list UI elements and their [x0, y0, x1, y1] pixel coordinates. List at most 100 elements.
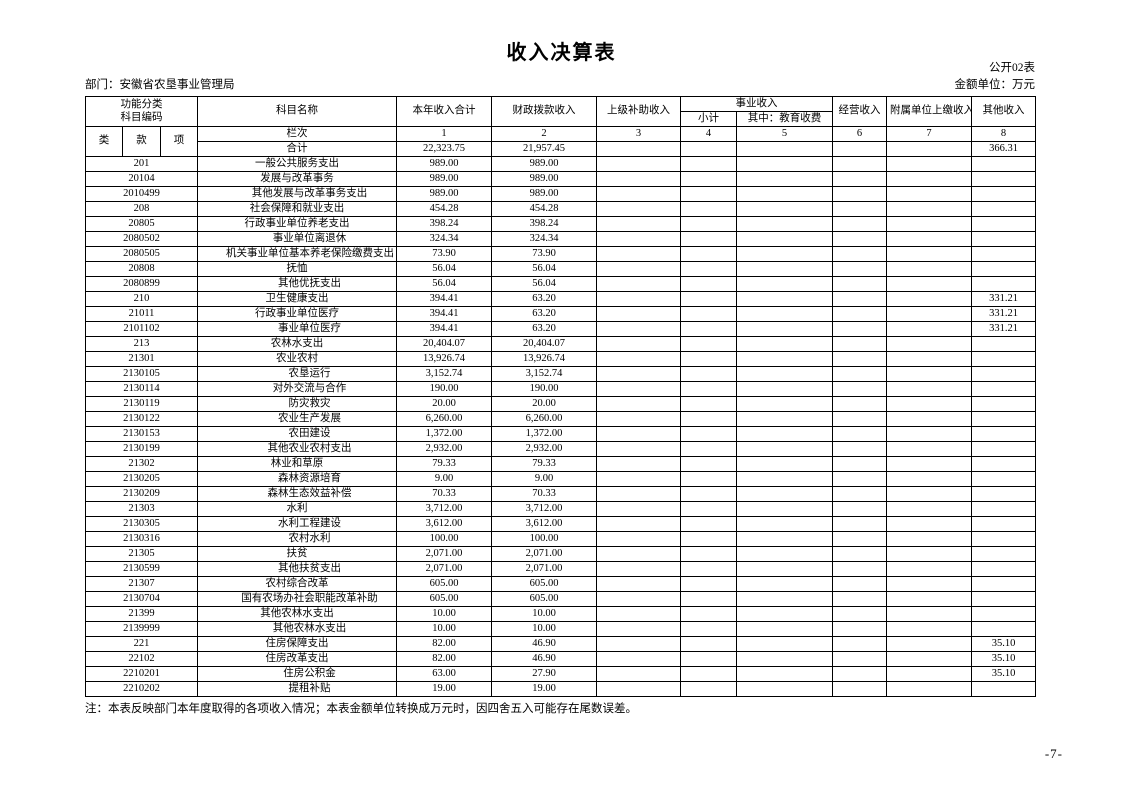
amount-cell-5	[736, 396, 834, 412]
amount-cell-2: 989.00	[491, 186, 598, 202]
amount-cell-6	[832, 411, 888, 427]
amount-cell-2: 100.00	[491, 531, 598, 547]
amount-cell-5	[736, 246, 834, 262]
table-row: 221 住房保障支出 82.00 46.90 35.10	[84, 636, 1037, 652]
table-row: 21302 林业和草原 79.33 79.33	[84, 456, 1037, 472]
header-fiscal-appropriation: 财政拨款收入	[491, 96, 598, 127]
total-amount-cell-3	[596, 141, 682, 157]
amount-cell-4	[680, 306, 738, 322]
amount-cell-3	[596, 171, 682, 187]
table-row: 2130205 森林资源培育 9.00 9.00	[84, 471, 1037, 487]
amount-cell-7	[886, 186, 973, 202]
amount-cell-4	[680, 681, 738, 697]
amount-cell-3	[596, 366, 682, 382]
subject-name-cell: 水利工程建设	[197, 516, 398, 532]
amount-cell-7	[886, 681, 973, 697]
amount-cell-3	[596, 531, 682, 547]
amount-cell-8	[971, 216, 1037, 232]
public-table-label: 公开02表	[989, 62, 1035, 74]
amount-cell-3	[596, 231, 682, 247]
header-business-income: 事业收入	[680, 96, 834, 112]
amount-cell-6	[832, 171, 888, 187]
subject-name-cell: 其他农林水支出	[197, 621, 398, 637]
amount-cell-4	[680, 171, 738, 187]
amount-cell-1: 13,926.74	[396, 351, 493, 367]
amount-cell-8	[971, 456, 1037, 472]
amount-cell-8: 35.10	[971, 651, 1037, 667]
amount-cell-7	[886, 621, 973, 637]
amount-cell-3	[596, 321, 682, 337]
table-row: 2130209 森林生态效益补偿 70.33 70.33	[84, 486, 1037, 502]
amount-cell-5	[736, 336, 834, 352]
amount-cell-3	[596, 186, 682, 202]
subject-name-cell: 行政事业单位医疗	[197, 306, 398, 322]
subject-name-cell: 农田建设	[197, 426, 398, 442]
amount-cell-8	[971, 426, 1037, 442]
amount-cell-4	[680, 261, 738, 277]
amount-cell-8	[971, 531, 1037, 547]
code-cell: 2130119	[84, 396, 199, 412]
amount-cell-4	[680, 486, 738, 502]
code-cell: 2130316	[84, 531, 199, 547]
amount-cell-1: 394.41	[396, 291, 493, 307]
amount-cell-4	[680, 366, 738, 382]
subject-name-cell: 林业和草原	[197, 456, 398, 472]
amount-cell-5	[736, 366, 834, 382]
total-amount-cell-1: 22,323.75	[396, 141, 493, 157]
code-cell: 2130305	[84, 516, 199, 532]
amount-cell-2: 9.00	[491, 471, 598, 487]
table-row: 2130199 其他农业农村支出 2,932.00 2,932.00	[84, 441, 1037, 457]
amount-cell-8: 331.21	[971, 306, 1037, 322]
header-business-subtotal: 小计	[680, 111, 738, 127]
amount-unit-label: 金额单位：万元	[954, 79, 1036, 91]
code-cell: 2080505	[84, 246, 199, 262]
table-row: 21303 水利 3,712.00 3,712.00	[84, 501, 1037, 517]
amount-cell-1: 989.00	[396, 171, 493, 187]
amount-cell-6	[832, 336, 888, 352]
table-row: 21399 其他农林水支出 10.00 10.00	[84, 606, 1037, 622]
amount-cell-3	[596, 681, 682, 697]
amount-cell-8	[971, 171, 1037, 187]
amount-cell-4	[680, 381, 738, 397]
code-cell: 221	[84, 636, 199, 652]
total-row-label: 合计	[197, 141, 398, 157]
table-row: 2130704 国有农场办社会职能改革补助 605.00 605.00	[84, 591, 1037, 607]
amount-cell-5	[736, 156, 834, 172]
subject-name-cell: 抚恤	[197, 261, 398, 277]
amount-cell-1: 454.28	[396, 201, 493, 217]
amount-cell-7	[886, 231, 973, 247]
amount-cell-8: 35.10	[971, 666, 1037, 682]
amount-cell-7	[886, 396, 973, 412]
code-cell: 2101102	[84, 321, 199, 337]
amount-cell-7	[886, 636, 973, 652]
amount-cell-6	[832, 486, 888, 502]
amount-cell-7	[886, 276, 973, 292]
amount-cell-5	[736, 591, 834, 607]
amount-cell-2: 46.90	[491, 636, 598, 652]
amount-cell-6	[832, 381, 888, 397]
table-row: 2130316 农村水利 100.00 100.00	[84, 531, 1037, 547]
amount-cell-6	[832, 636, 888, 652]
amount-cell-3	[596, 546, 682, 562]
amount-cell-3	[596, 501, 682, 517]
table-row: 2080899 其他优抚支出 56.04 56.04	[84, 276, 1037, 292]
code-cell: 2130205	[84, 471, 199, 487]
amount-cell-4	[680, 396, 738, 412]
page-title: 收入决算表	[506, 42, 617, 64]
amount-cell-3	[596, 576, 682, 592]
table-row: 2130305 水利工程建设 3,612.00 3,612.00	[84, 516, 1037, 532]
amount-cell-8: 35.10	[971, 636, 1037, 652]
amount-cell-8	[971, 156, 1037, 172]
amount-cell-2: 56.04	[491, 261, 598, 277]
amount-cell-6	[832, 306, 888, 322]
amount-cell-1: 2,071.00	[396, 561, 493, 577]
amount-cell-6	[832, 606, 888, 622]
amount-cell-8	[971, 246, 1037, 262]
subject-name-cell: 一般公共服务支出	[197, 156, 398, 172]
amount-cell-1: 9.00	[396, 471, 493, 487]
amount-cell-6	[832, 561, 888, 577]
amount-cell-7	[886, 156, 973, 172]
amount-cell-7	[886, 426, 973, 442]
amount-cell-6	[832, 201, 888, 217]
amount-cell-7	[886, 336, 973, 352]
